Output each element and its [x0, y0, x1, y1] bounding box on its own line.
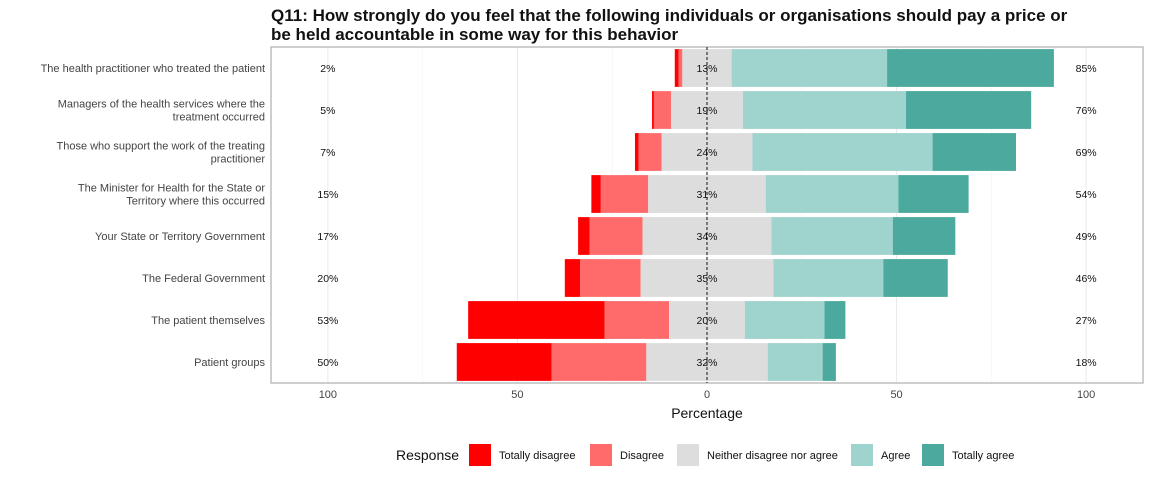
category-label: practitioner	[211, 154, 266, 166]
bar-segment	[564, 259, 580, 297]
bar-segment	[604, 301, 670, 339]
chart-title-line-2: be held accountable in some way for this…	[271, 25, 679, 44]
category-label: The Federal Government	[142, 273, 265, 285]
low-percent-label: 2%	[320, 63, 335, 75]
legend-label: Totally agree	[952, 450, 1014, 462]
neutral-percent-label: 35%	[696, 273, 717, 285]
category-label: The Minister for Health for the State or	[78, 183, 265, 195]
low-percent-label: 7%	[320, 147, 335, 159]
bar-segment	[678, 49, 683, 87]
category-label: Your State or Territory Government	[95, 231, 265, 243]
chart-title: Q11: How strongly do you feel that the f…	[271, 6, 1131, 44]
neutral-percent-label: 34%	[696, 231, 717, 243]
bar-segment	[906, 91, 1032, 129]
bar-segment	[887, 49, 1054, 87]
bar-segment	[771, 217, 893, 255]
legend-label: Totally disagree	[499, 450, 575, 462]
neutral-percent-label: 32%	[696, 357, 717, 369]
legend-key	[677, 444, 699, 466]
low-percent-label: 53%	[317, 315, 338, 327]
legend-title: Response	[396, 447, 459, 463]
x-tick-label: 100	[319, 389, 337, 401]
low-percent-label: 50%	[317, 357, 338, 369]
high-percent-label: 76%	[1076, 105, 1097, 117]
bar-segment	[551, 343, 647, 381]
low-percent-label: 17%	[317, 231, 338, 243]
bar-segment	[824, 301, 846, 339]
bar-segment	[752, 133, 933, 171]
high-percent-label: 46%	[1076, 273, 1097, 285]
category-label: The health practitioner who treated the …	[41, 63, 265, 75]
bar-segment	[892, 217, 956, 255]
legend-key	[851, 444, 873, 466]
neutral-percent-label: 19%	[696, 105, 717, 117]
data-labels: 2% 13% 85% 5% 19% 76% 7% 24% 69% 15% 31% 54% 17% 34% 4…	[317, 63, 1096, 369]
low-percent-label: 15%	[317, 189, 338, 201]
bar-segment	[468, 301, 605, 339]
legend-key	[922, 444, 944, 466]
bar-segment	[822, 343, 836, 381]
bar-segment	[652, 91, 654, 129]
bar-segment	[731, 49, 888, 87]
category-label: Managers of the health services where th…	[58, 99, 265, 111]
low-percent-label: 5%	[320, 105, 335, 117]
x-tick-label: 50	[511, 389, 523, 401]
neutral-percent-label: 24%	[696, 147, 717, 159]
high-percent-label: 49%	[1076, 231, 1097, 243]
category-label: treatment occurred	[173, 112, 265, 124]
bar-segment	[634, 133, 639, 171]
category-labels: The health practitioner who treated the …	[41, 63, 266, 369]
x-axis-title: Percentage	[671, 405, 743, 421]
legend-label: Disagree	[620, 450, 664, 462]
bar-segment	[600, 175, 649, 213]
legend-label: Neither disagree nor agree	[707, 450, 838, 462]
high-percent-label: 85%	[1076, 63, 1097, 75]
legend-key	[590, 444, 612, 466]
bar-segment	[589, 217, 643, 255]
bar-segment	[591, 175, 601, 213]
x-tick-label: 100	[1077, 389, 1095, 401]
low-percent-label: 20%	[317, 273, 338, 285]
bar-segment	[767, 343, 823, 381]
legend: Response Totally disagree Disagree Neither …	[396, 444, 1014, 466]
bar-segment	[744, 301, 825, 339]
bar-segment	[765, 175, 899, 213]
bar-segment	[743, 91, 907, 129]
x-tick-label: 0	[704, 389, 710, 401]
x-tick-label: 50	[890, 389, 902, 401]
chart-title-line-1: Q11: How strongly do you feel that the f…	[271, 6, 1068, 25]
bar-segment	[653, 91, 671, 129]
category-label: Territory where this occurred	[126, 196, 265, 208]
bar-segment	[579, 259, 641, 297]
bar-segment	[456, 343, 552, 381]
high-percent-label: 69%	[1076, 147, 1097, 159]
bar-segment	[898, 175, 969, 213]
bar-segment	[883, 259, 948, 297]
bar-segment	[638, 133, 662, 171]
neutral-percent-label: 20%	[696, 315, 717, 327]
category-label: Patient groups	[194, 357, 265, 369]
high-percent-label: 54%	[1076, 189, 1097, 201]
bar-segment	[578, 217, 590, 255]
legend-label: Agree	[881, 450, 910, 462]
high-percent-label: 18%	[1076, 357, 1097, 369]
category-label: The patient themselves	[151, 315, 265, 327]
neutral-percent-label: 13%	[696, 63, 717, 75]
bar-segment	[773, 259, 884, 297]
bar-segment	[932, 133, 1016, 171]
bar-segment	[674, 49, 679, 87]
high-percent-label: 27%	[1076, 315, 1097, 327]
neutral-percent-label: 31%	[696, 189, 717, 201]
bars	[456, 49, 1054, 381]
legend-key	[469, 444, 491, 466]
x-tick-labels: 100 50 0 50 100	[319, 389, 1096, 401]
category-label: Those who support the work of the treati…	[56, 141, 265, 153]
